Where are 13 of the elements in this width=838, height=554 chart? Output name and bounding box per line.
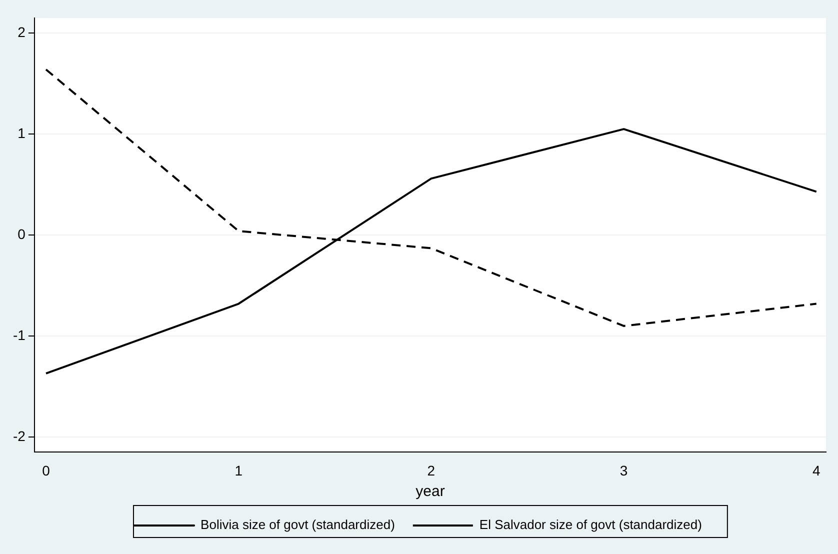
legend-label: Bolivia size of govt (standardized) <box>200 517 395 532</box>
y-tick-label: -1 <box>12 326 26 343</box>
y-tick-label: -2 <box>12 428 26 444</box>
x-tick-label: 3 <box>620 462 628 478</box>
legend-label: El Salvador size of govt (standardized) <box>479 517 702 532</box>
x-tick-label: 4 <box>812 462 820 478</box>
y-tick-label: 0 <box>18 226 26 242</box>
y-tick-label: 1 <box>18 124 26 141</box>
x-axis-title: year <box>416 483 445 500</box>
x-tick-label: 1 <box>234 462 243 478</box>
y-tick-label: 2 <box>18 24 26 40</box>
x-tick-label: 2 <box>427 462 436 478</box>
x-tick-label: 0 <box>42 462 50 478</box>
